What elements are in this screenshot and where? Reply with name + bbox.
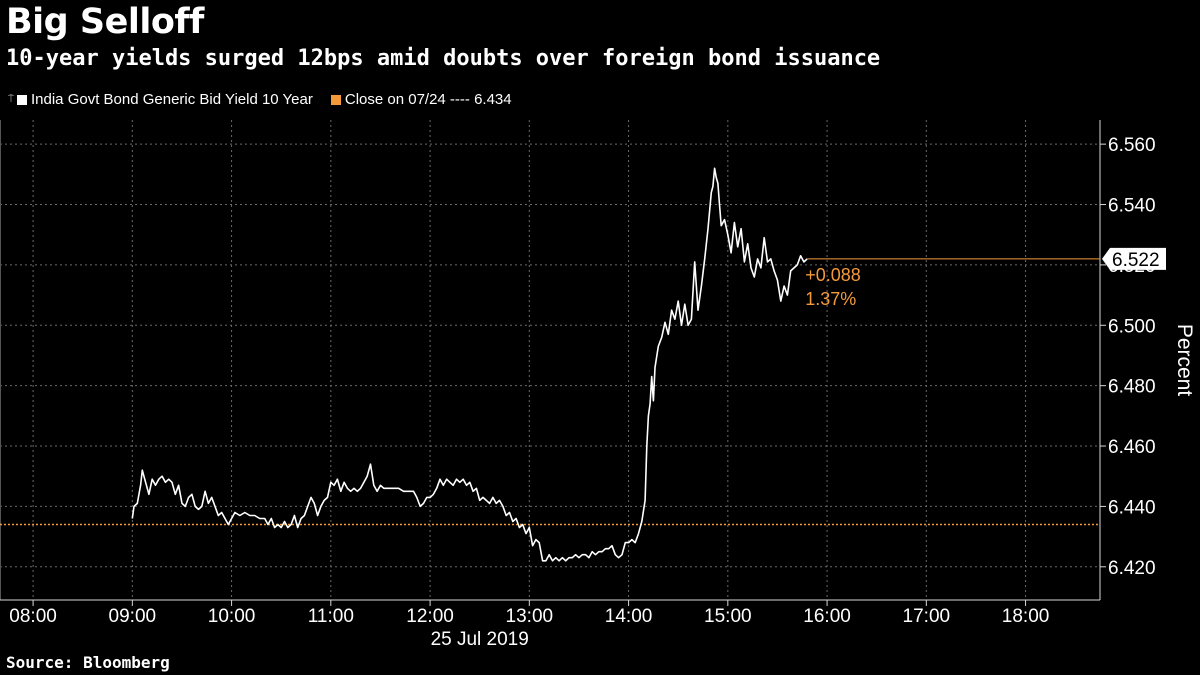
legend-item-series: ⍑ India Govt Bond Generic Bid Yield 10 Y…: [8, 91, 313, 108]
series-line-india-10y-yield: [131, 167, 808, 562]
pin-icon: ⍑: [8, 94, 14, 105]
legend-swatch-close: [330, 94, 341, 105]
x-axis-ticks: 08:00 09:00 10:00 11:00 12:00 13:00 14:00 15:00…: [9, 600, 1049, 627]
legend: ⍑ India Govt Bond Generic Bid Yield 10 Y…: [8, 91, 530, 108]
x-axis-label: 25 Jul 2019: [431, 629, 529, 650]
x-tick-label: 09:00: [109, 606, 157, 627]
x-tick-label: 08:00: [9, 606, 57, 627]
x-tick-label: 15:00: [704, 606, 752, 627]
source-note: Source: Bloomberg: [6, 653, 170, 672]
legend-item-close: Close on 07/24 ---- 6.434: [330, 91, 512, 108]
y-tick-label: 6.460: [1108, 437, 1156, 458]
x-tick-label: 17:00: [903, 606, 951, 627]
change-pct-label: 1.37%: [805, 289, 856, 309]
chart-title: Big Selloff: [6, 2, 204, 42]
y-tick-label: 6.440: [1108, 497, 1156, 518]
x-tick-label: 18:00: [1002, 606, 1050, 627]
y-tick-label: 6.500: [1108, 316, 1156, 337]
y-axis-label: Percent: [1173, 324, 1196, 397]
x-tick-label: 14:00: [605, 606, 653, 627]
y-tick-label: 6.540: [1108, 196, 1156, 217]
y-tick-label: 6.480: [1108, 377, 1156, 398]
last-value-tag: 6.522: [1102, 247, 1166, 271]
x-tick-label: 16:00: [803, 606, 851, 627]
legend-swatch-series: [17, 94, 27, 105]
x-tick-label: 11:00: [308, 606, 354, 627]
y-tick-label: 6.560: [1108, 135, 1156, 156]
chart-subtitle: 10-year yields surged 12bps amid doubts …: [6, 46, 881, 71]
legend-label-series: India Govt Bond Generic Bid Yield 10 Yea…: [31, 91, 313, 108]
change-label: +0.088: [805, 265, 861, 285]
legend-label-close: Close on 07/24 ---- 6.434: [344, 91, 512, 108]
x-tick-label: 13:00: [506, 606, 554, 627]
last-value-tag-shape: [1102, 247, 1166, 270]
y-tick-label: 6.420: [1108, 558, 1156, 579]
grid: [0, 120, 1100, 600]
last-value-label: 6.522: [1112, 250, 1160, 271]
x-tick-label: 10:00: [208, 606, 256, 627]
x-tick-label: 12:00: [406, 606, 454, 627]
